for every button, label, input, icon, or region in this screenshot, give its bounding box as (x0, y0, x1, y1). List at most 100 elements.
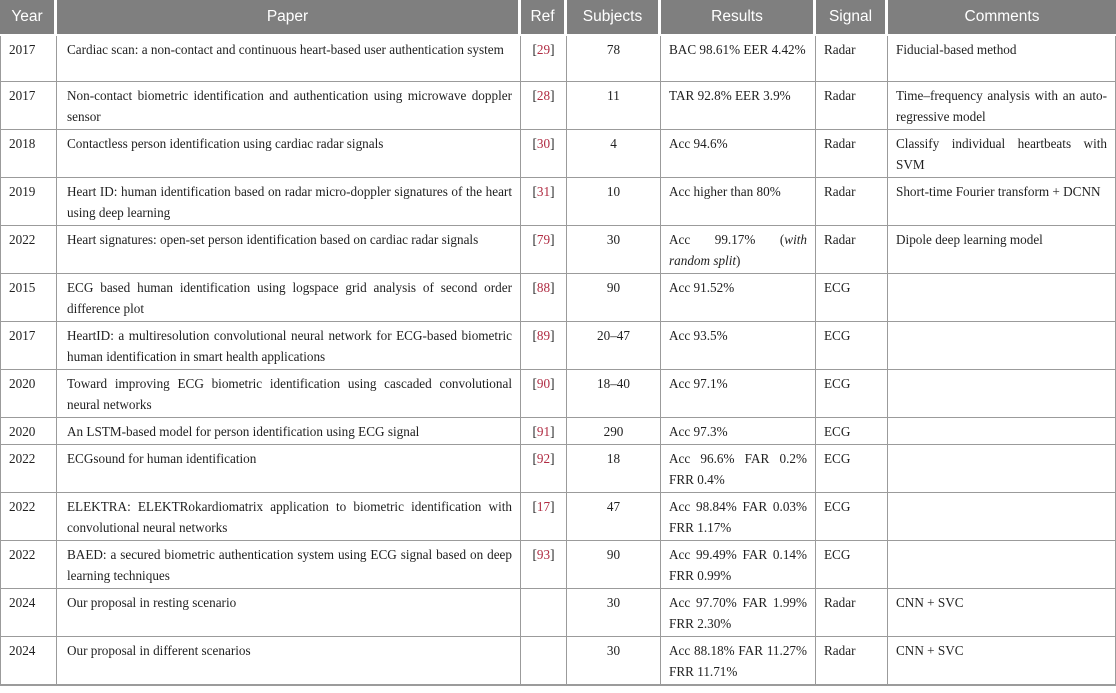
col-header-comments: Comments (888, 0, 1116, 36)
ref-citation-link[interactable]: 28 (536, 88, 551, 103)
cell-signal: ECG (816, 541, 888, 589)
ref-bracket-open: [ (532, 88, 537, 103)
cell-ref (521, 637, 567, 686)
results-text: Acc higher than 80% (669, 184, 781, 199)
ref-bracket-open: [ (532, 232, 537, 247)
ref-bracket-close: ] (550, 184, 555, 199)
cell-signal: Radar (816, 130, 888, 178)
cell-comments: Short-time Fourier transform + DCNN (888, 178, 1116, 226)
cell-comments: CNN + SVC (888, 589, 1116, 637)
cell-year: 2024 (0, 637, 57, 686)
cell-paper: HeartID: a multiresolution convolutional… (57, 322, 521, 370)
cell-signal: Radar (816, 178, 888, 226)
cell-signal: ECG (816, 322, 888, 370)
ref-citation-link[interactable]: 92 (536, 451, 551, 466)
table-row: 2024 Our proposal in different scenarios… (0, 637, 1116, 686)
cell-comments (888, 541, 1116, 589)
cell-year: 2017 (0, 322, 57, 370)
cell-results: TAR 92.8% EER 3.9% (661, 82, 816, 130)
results-text: Acc 97.1% (669, 376, 728, 391)
table-row: 2017 Non-contact biometric identificatio… (0, 82, 1116, 130)
cell-comments: Classify individual heartbeats with SVM (888, 130, 1116, 178)
ref-citation-link[interactable]: 29 (536, 42, 551, 57)
cell-year: 2020 (0, 370, 57, 418)
cell-comments (888, 418, 1116, 445)
cell-signal: Radar (816, 637, 888, 686)
results-text: Acc 99.17% ( (669, 232, 785, 247)
cell-signal: ECG (816, 493, 888, 541)
results-text-suffix: ) (736, 253, 741, 268)
ref-citation-link[interactable]: 88 (536, 280, 551, 295)
cell-year: 2022 (0, 226, 57, 274)
ref-bracket-open: [ (532, 424, 537, 439)
ref-citation-link[interactable]: 30 (536, 136, 551, 151)
ref-citation-link[interactable]: 93 (536, 547, 551, 562)
cell-paper: ECGsound for human identification (57, 445, 521, 493)
cell-results: Acc 98.84% FAR 0.03% FRR 1.17% (661, 493, 816, 541)
cell-subjects: 20–47 (567, 322, 661, 370)
ref-citation-link[interactable]: 90 (536, 376, 551, 391)
cell-subjects: 290 (567, 418, 661, 445)
results-text: Acc 96.6% FAR 0.2% FRR 0.4% (669, 451, 807, 487)
results-text: Acc 94.6% (669, 136, 728, 151)
cell-paper: Toward improving ECG biometric identific… (57, 370, 521, 418)
cell-subjects: 30 (567, 637, 661, 686)
cell-comments: Time–frequency analysis with an auto-reg… (888, 82, 1116, 130)
cell-paper: Contactless person identification using … (57, 130, 521, 178)
ref-bracket-open: [ (532, 42, 537, 57)
cell-subjects: 18 (567, 445, 661, 493)
ref-citation-link[interactable]: 91 (536, 424, 551, 439)
cell-subjects: 47 (567, 493, 661, 541)
cell-ref: [93] (521, 541, 567, 589)
cell-paper: Cardiac scan: a non-contact and continuo… (57, 36, 521, 82)
ref-bracket-open: [ (532, 328, 537, 343)
cell-subjects: 30 (567, 226, 661, 274)
cell-paper: Non-contact biometric identification and… (57, 82, 521, 130)
header-row: Year Paper Ref Subjects Results Signal C… (0, 0, 1116, 36)
results-text: BAC 98.61% EER 4.42% (669, 42, 806, 57)
cell-year: 2015 (0, 274, 57, 322)
cell-year: 2022 (0, 445, 57, 493)
cell-paper: Our proposal in different scenarios (57, 637, 521, 686)
ref-citation-link[interactable]: 89 (536, 328, 551, 343)
cell-signal: ECG (816, 418, 888, 445)
table-row: 2017 Cardiac scan: a non-contact and con… (0, 36, 1116, 82)
ref-citation-link[interactable]: 31 (536, 184, 551, 199)
ref-citation-link[interactable]: 17 (536, 499, 551, 514)
cell-comments: Fiducial-based method (888, 36, 1116, 82)
ref-bracket-close: ] (550, 376, 555, 391)
cell-subjects: 78 (567, 36, 661, 82)
table-row: 2022 ELEKTRA: ELEKTRokardiomatrix applic… (0, 493, 1116, 541)
table-row: 2017 HeartID: a multiresolution convolut… (0, 322, 1116, 370)
cell-ref: [92] (521, 445, 567, 493)
table-body: 2017 Cardiac scan: a non-contact and con… (0, 36, 1116, 686)
cell-paper: Heart ID: human identification based on … (57, 178, 521, 226)
cell-signal: ECG (816, 370, 888, 418)
cell-year: 2019 (0, 178, 57, 226)
ref-bracket-open: [ (532, 499, 537, 514)
ref-bracket-close: ] (550, 136, 555, 151)
cell-ref: [17] (521, 493, 567, 541)
cell-results: Acc 96.6% FAR 0.2% FRR 0.4% (661, 445, 816, 493)
cell-results: Acc 97.1% (661, 370, 816, 418)
results-text: Acc 93.5% (669, 328, 728, 343)
ref-citation-link[interactable]: 79 (536, 232, 551, 247)
cell-ref: [88] (521, 274, 567, 322)
ref-bracket-open: [ (532, 547, 537, 562)
ref-bracket-open: [ (532, 376, 537, 391)
table-row: 2020 An LSTM-based model for person iden… (0, 418, 1116, 445)
ref-bracket-close: ] (550, 232, 555, 247)
col-header-year: Year (0, 0, 57, 36)
table-row: 2015 ECG based human identification usin… (0, 274, 1116, 322)
results-text: Acc 88.18% FAR 11.27% FRR 11.71% (669, 643, 807, 679)
cell-results: Acc 88.18% FAR 11.27% FRR 11.71% (661, 637, 816, 686)
col-header-ref: Ref (521, 0, 567, 36)
cell-subjects: 10 (567, 178, 661, 226)
cell-year: 2017 (0, 82, 57, 130)
cell-signal: Radar (816, 36, 888, 82)
ref-bracket-open: [ (532, 280, 537, 295)
cell-ref: [29] (521, 36, 567, 82)
table-row: 2018 Contactless person identification u… (0, 130, 1116, 178)
ref-bracket-close: ] (550, 499, 555, 514)
